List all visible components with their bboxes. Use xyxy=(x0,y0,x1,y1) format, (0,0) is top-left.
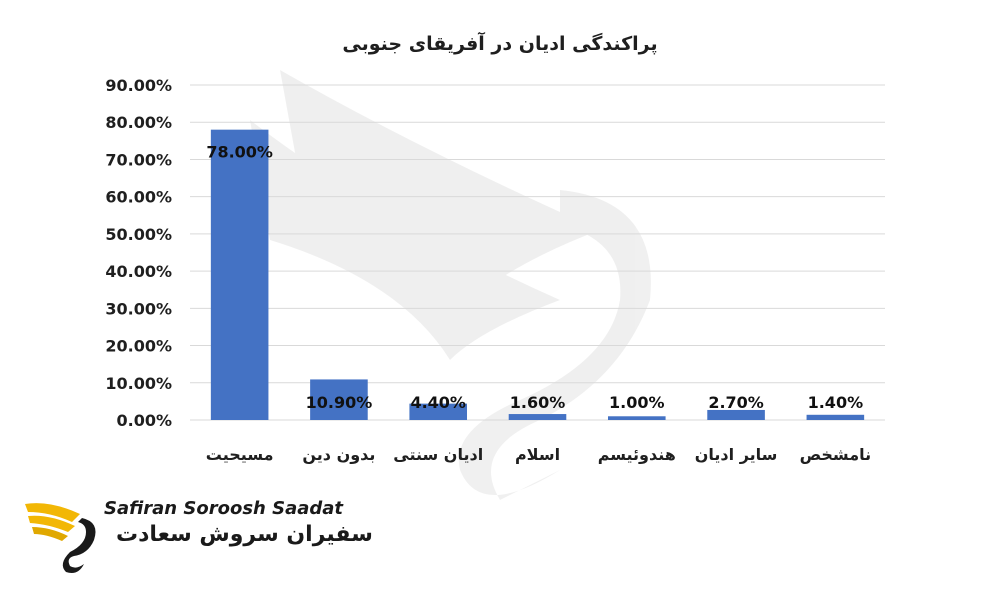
bar xyxy=(607,416,666,420)
bars xyxy=(210,129,865,420)
data-labels: 78.00% 10.90% 4.40% 1.60% 1.00% 2.70% 1.40% xyxy=(206,143,863,412)
logo-text-english: Safiran Soroosh Saadat xyxy=(104,498,344,519)
bar xyxy=(707,409,765,420)
phoenix-logo-icon xyxy=(25,503,96,573)
chart-title: پراکندگی ادیان در آفریقای جنوبی xyxy=(342,31,657,55)
bar xyxy=(409,403,468,420)
x-category-label: بدون دین xyxy=(302,445,375,464)
data-label: 1.40% xyxy=(808,393,864,412)
data-label: 78.00% xyxy=(206,143,273,162)
y-tick-label: 0.00% xyxy=(116,411,172,430)
y-tick-label: 60.00% xyxy=(105,188,172,207)
y-axis-ticks: 0.00% 10.00% 20.00% 30.00% 40.00% 50.00% 60.00… xyxy=(105,76,172,430)
x-category-label: سایر ادیان xyxy=(695,445,778,464)
x-category-label: نامشخص xyxy=(800,445,872,464)
data-label: 4.40% xyxy=(410,393,466,412)
x-category-label: هندوئیسم xyxy=(598,445,676,464)
y-tick-label: 80.00% xyxy=(105,113,172,132)
y-tick-label: 50.00% xyxy=(105,225,172,244)
y-tick-label: 20.00% xyxy=(105,337,172,356)
x-category-label: ادیان سنتی xyxy=(393,445,483,464)
brand-logo: Safiran Soroosh Saadat سفیران سروش سعادت xyxy=(20,492,373,582)
y-tick-label: 30.00% xyxy=(105,299,172,318)
x-category-label: مسیحیت xyxy=(206,445,274,464)
y-tick-label: 90.00% xyxy=(105,76,172,95)
bar xyxy=(806,414,865,420)
watermark-bird-icon xyxy=(250,70,651,500)
x-axis-categories: مسیحیت بدون دین ادیان سنتی اسلام هندوئیسم سای… xyxy=(206,445,871,464)
bar xyxy=(508,414,567,420)
data-label: 1.60% xyxy=(510,393,566,412)
y-tick-label: 10.00% xyxy=(105,374,172,393)
data-label: 1.00% xyxy=(609,393,665,412)
bar xyxy=(310,379,368,420)
data-label: 10.90% xyxy=(306,393,373,412)
bar xyxy=(210,129,269,420)
gridlines xyxy=(190,84,885,421)
x-category-label: اسلام xyxy=(515,445,560,464)
y-tick-label: 70.00% xyxy=(105,150,172,169)
y-tick-label: 40.00% xyxy=(105,262,172,281)
data-label: 2.70% xyxy=(708,393,764,412)
logo-text-persian: سفیران سروش سعادت xyxy=(116,522,373,547)
